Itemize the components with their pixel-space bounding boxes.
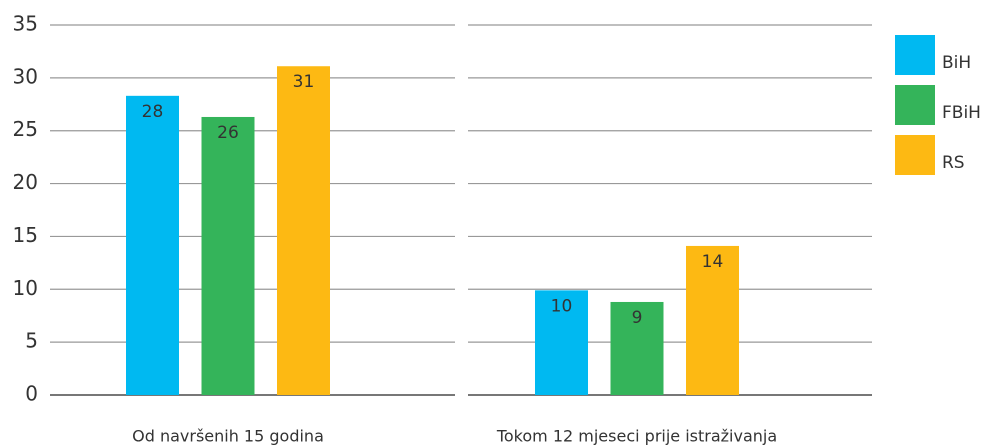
y-tick-label: 15 bbox=[13, 223, 38, 247]
data-label: 28 bbox=[142, 102, 164, 122]
x-tick-label: Tokom 12 mjeseci prije istraživanja bbox=[496, 427, 777, 446]
data-label: 31 bbox=[293, 72, 315, 92]
data-label: 9 bbox=[632, 308, 643, 328]
bar bbox=[610, 301, 664, 395]
y-tick-label: 10 bbox=[13, 276, 38, 300]
y-tick-label: 5 bbox=[25, 329, 38, 353]
y-tick-label: 35 bbox=[13, 12, 38, 36]
legend-label: BiH bbox=[942, 53, 971, 73]
legend-swatch bbox=[895, 35, 935, 75]
legend-swatch bbox=[895, 135, 935, 175]
x-tick-label: Od navršenih 15 godina bbox=[132, 427, 324, 446]
y-tick-label: 20 bbox=[13, 170, 38, 194]
bar bbox=[201, 116, 255, 395]
y-tick-label: 30 bbox=[13, 64, 38, 88]
data-label: 10 bbox=[551, 296, 573, 316]
y-tick-label: 0 bbox=[25, 382, 38, 406]
legend-swatch bbox=[895, 85, 935, 125]
bar bbox=[277, 66, 330, 395]
y-tick-label: 25 bbox=[13, 117, 38, 141]
bar bbox=[686, 245, 739, 395]
data-label: 14 bbox=[702, 252, 724, 272]
data-label: 26 bbox=[217, 123, 239, 143]
legend-label: FBiH bbox=[942, 103, 981, 123]
legend-label: RS bbox=[942, 153, 965, 173]
bar bbox=[126, 95, 179, 395]
bar bbox=[535, 290, 588, 395]
